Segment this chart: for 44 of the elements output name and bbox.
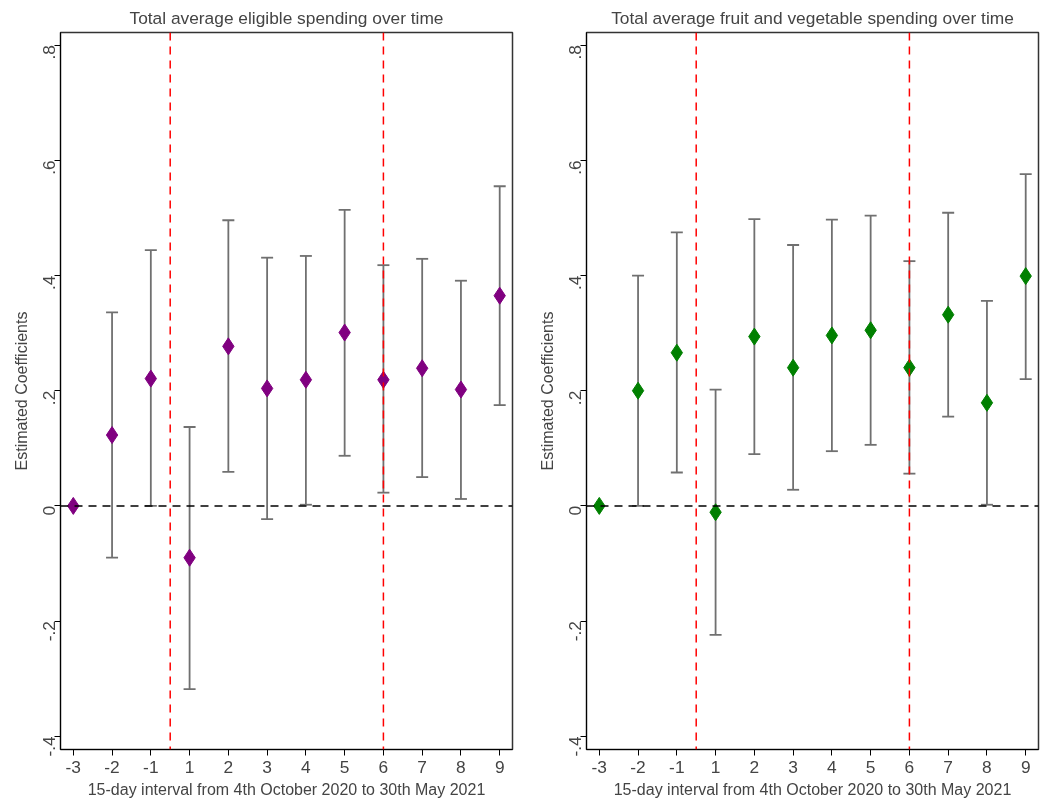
y-tick-label: .6 [565,160,586,175]
x-tick-label: 5 [865,756,876,777]
y-tick-label: .8 [565,45,586,60]
y-tick-label: .8 [39,45,60,60]
y-axis-title: Estimated Coefficients [538,311,556,471]
x-tick-label: 3 [262,756,272,777]
x-tick-label: 8 [982,756,992,777]
y-tick-label: .2 [39,390,60,406]
chart-title: Total average fruit and vegetable spending over time [611,7,1014,28]
x-tick-label: -3 [65,756,82,777]
x-tick-label: -1 [143,756,159,777]
y-tick-label: .6 [39,160,60,175]
x-axis-title: 15-day interval from 4th October 2020 to 30th May 2021 [613,780,1012,798]
x-tick-label: -2 [104,756,120,777]
y-tick-label: 0 [39,505,60,516]
x-tick-label: 1 [184,756,195,777]
y-tick-label: .4 [565,275,586,290]
x-tick-label: 2 [749,756,760,777]
x-tick-label: -1 [669,756,685,777]
x-tick-label: 5 [339,756,350,777]
y-tick-label: -.4 [39,735,60,757]
y-tick-label: .4 [39,275,60,290]
y-axis-title: Estimated Coefficients [12,311,30,471]
x-tick-label: 4 [301,756,312,777]
y-tick-label: -.4 [565,735,586,757]
x-tick-label: 6 [904,756,915,777]
y-tick-label: 0 [565,505,586,516]
x-tick-label: 9 [1020,756,1031,777]
y-tick-label: -.2 [39,621,60,642]
x-axis-title: 15-day interval from 4th October 2020 to 30th May 2021 [87,780,486,798]
x-tick-label: 4 [827,756,838,777]
y-tick-label: .2 [565,390,586,406]
x-tick-label: 6 [378,756,389,777]
x-tick-label: 7 [417,756,427,777]
x-tick-label: 7 [943,756,953,777]
x-tick-label: 3 [788,756,798,777]
x-tick-label: 2 [223,756,234,777]
x-tick-label: 9 [494,756,505,777]
chart-title: Total average eligible spending over time [129,7,444,28]
x-tick-label: 8 [456,756,466,777]
x-tick-label: -3 [591,756,608,777]
x-tick-label: 1 [710,756,721,777]
x-tick-label: -2 [630,756,646,777]
y-tick-label: -.2 [565,621,586,642]
